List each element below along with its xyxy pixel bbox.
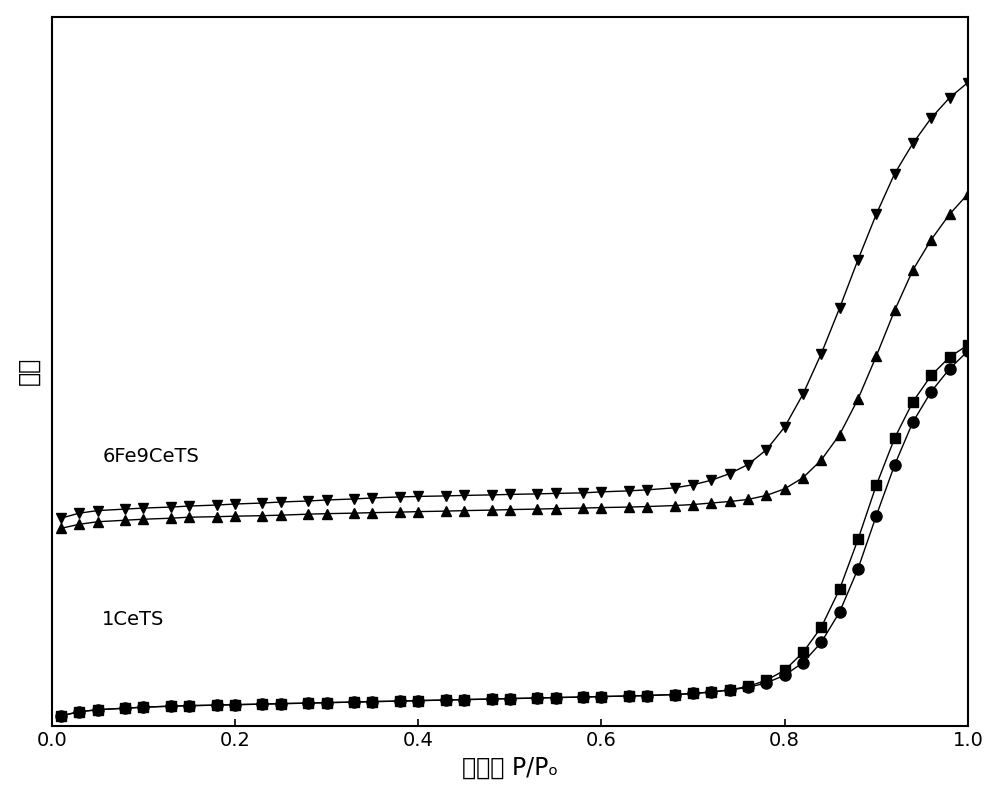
X-axis label: 分压点 P/Pₒ: 分压点 P/Pₒ — [462, 755, 558, 779]
Y-axis label: 强度: 强度 — [17, 357, 41, 385]
Text: 6Fe9CeTS: 6Fe9CeTS — [102, 447, 199, 466]
Text: 1CeTS: 1CeTS — [102, 610, 165, 629]
